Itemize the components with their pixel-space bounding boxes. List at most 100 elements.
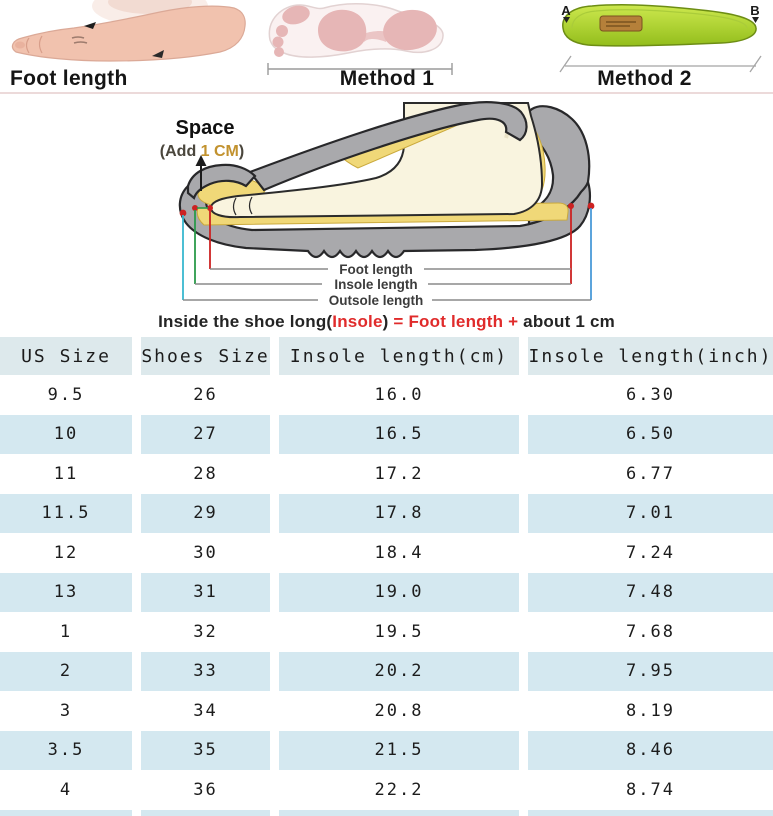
space-label: Space <box>176 117 235 139</box>
table-row: 3 34 20.8 8.19 <box>0 691 773 731</box>
table-cell: 19.5 <box>374 621 424 642</box>
length-arrow-left-icon <box>84 22 96 29</box>
foot-length-dim-label: Foot length <box>339 262 412 277</box>
table-cell: 7.68 <box>626 621 675 642</box>
header-insole-cm: Insole length(cm) <box>279 337 519 375</box>
table-cell: 22.2 <box>374 779 424 800</box>
point-a-marker-icon <box>563 17 570 23</box>
measuring-methods-strip: Foot length Method 1 <box>0 0 773 92</box>
heel-pad <box>383 9 437 51</box>
table-row: 13 31 19.0 7.48 <box>0 572 773 612</box>
table-cell: 36 <box>193 779 218 800</box>
table-row: 3.5 35 21.5 8.46 <box>0 730 773 770</box>
table-cell: 7.48 <box>528 572 773 612</box>
foot-photo-panel: Foot length <box>0 0 258 92</box>
method2-measure-line <box>559 55 762 73</box>
insole-length-dim-label: Insole length <box>334 277 417 292</box>
table-cell: 1 <box>59 621 73 642</box>
shoe-diagram-section: Space (Add 1 CM) Foot length Insole leng… <box>0 94 773 309</box>
big-toe-pad <box>282 5 310 25</box>
point-b-marker-icon <box>752 17 759 23</box>
table-row: 11.5 29 17.8 7.01 <box>0 493 773 533</box>
table-cell: 16.5 <box>279 414 519 454</box>
method1-measure-line <box>267 63 453 75</box>
toe-pad <box>274 47 284 57</box>
table-cell <box>141 809 270 816</box>
table-cell <box>528 809 773 816</box>
insole-illustration: A B <box>559 3 762 73</box>
table-cell: 10 <box>0 414 132 454</box>
insole-inner-line <box>571 9 748 29</box>
insole-brand-patch <box>599 15 643 32</box>
insole-brand-text-lines <box>606 21 636 27</box>
table-cell: 12 <box>53 542 79 563</box>
formula-part1: Inside the shoe long( <box>158 312 333 331</box>
formula-insole: Insole <box>332 312 383 331</box>
method1-panel: Method 1 <box>258 0 516 92</box>
table-row-cropped <box>0 809 773 816</box>
table-cell: 6.30 <box>626 384 675 405</box>
footprint-illustration <box>267 2 453 75</box>
table-cell: 8.19 <box>626 700 675 721</box>
toe-separation-lines <box>232 196 253 216</box>
table-cell: 2 <box>0 651 132 691</box>
table-cell <box>0 809 132 816</box>
add-prefix: (Add <box>160 143 201 160</box>
foot-side-shape <box>11 5 246 62</box>
foot-length-label: Foot length <box>10 67 128 90</box>
table-row: 4 36 22.2 8.74 <box>0 770 773 810</box>
table-cell: 16.0 <box>374 384 424 405</box>
space-arrow-icon <box>195 155 207 191</box>
table-cell: 13 <box>0 572 132 612</box>
table-cell: 20.2 <box>279 651 519 691</box>
table-cell: 11.5 <box>0 493 132 533</box>
measure-dots <box>179 202 595 217</box>
dimension-lines <box>183 268 591 301</box>
point-b-label: B <box>750 3 759 18</box>
forefoot-pad <box>318 9 367 52</box>
table-cell: 28 <box>193 463 218 484</box>
table-header-row: US Size Shoes Size Insole length(cm) Ins… <box>0 337 773 375</box>
header-shoes-size: Shoes Size <box>141 337 270 375</box>
outsole-length-dim-label: Outsole length <box>329 293 424 308</box>
table-cell: 19.0 <box>279 572 519 612</box>
table-cell: 29 <box>141 493 270 533</box>
add-suffix: ) <box>239 143 244 160</box>
table-row: 1 32 19.5 7.68 <box>0 612 773 652</box>
ankle-mark <box>71 36 88 44</box>
size-table-body: 9.5 26 16.0 6.30 10 27 16.5 6.50 11 28 17.2 6.77 11.… <box>0 375 773 816</box>
toe-line <box>25 37 30 54</box>
point-a-label: A <box>561 3 571 18</box>
method2-panel: A B Method 2 <box>516 0 773 92</box>
table-cell: 21.5 <box>279 730 519 770</box>
toe-pad <box>276 25 288 37</box>
table-row: 12 30 18.4 7.24 <box>0 533 773 573</box>
table-cell <box>279 809 519 816</box>
table-cell: 17.2 <box>374 463 424 484</box>
table-cell: 26 <box>193 384 218 405</box>
table-cell: 27 <box>141 414 270 454</box>
table-cell: 6.77 <box>626 463 675 484</box>
header-us-size: US Size <box>0 337 132 375</box>
table-cell: 7.95 <box>528 651 773 691</box>
add-value: 1 CM <box>201 143 239 160</box>
shoe-upper-band <box>248 101 528 192</box>
table-cell: 33 <box>141 651 270 691</box>
formula-foot-length: = Foot length + <box>393 312 519 331</box>
formula-part2: ) <box>382 312 394 331</box>
toenail <box>15 41 25 49</box>
table-cell: 11 <box>53 463 79 484</box>
table-row: 9.5 26 16.0 6.30 <box>0 375 773 415</box>
table-cell: 9.5 <box>47 384 85 405</box>
shoe-toe-cap <box>186 163 257 200</box>
method2-label: Method 2 <box>597 67 692 90</box>
table-cell: 7.01 <box>528 493 773 533</box>
table-cell: 7.24 <box>626 542 675 563</box>
length-arrow-right-icon <box>152 50 164 58</box>
table-row: 10 27 16.5 6.50 <box>0 414 773 454</box>
table-cell: 30 <box>193 542 218 563</box>
formula-part3: about 1 cm <box>518 312 615 331</box>
table-cell: 6.50 <box>528 414 773 454</box>
toe-line-2 <box>38 35 43 54</box>
table-cell: 8.46 <box>528 730 773 770</box>
